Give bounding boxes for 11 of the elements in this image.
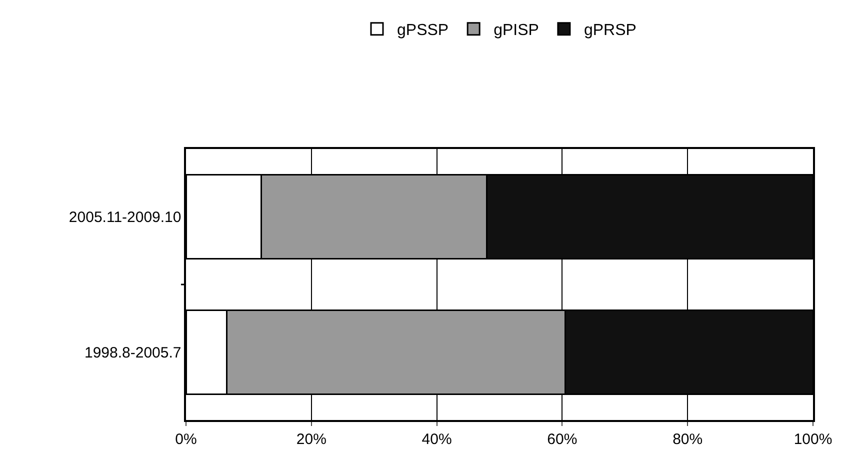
legend-label: gPSSP — [397, 22, 449, 40]
x-tick-label: 100% — [794, 430, 832, 448]
x-tick-label: 40% — [422, 430, 452, 448]
y-tick-label: 2005.11-2009.10 — [68, 209, 182, 226]
x-tick-label: 60% — [547, 430, 578, 448]
legend-label: gPRSP — [584, 22, 636, 40]
x-tick-label: 0% — [175, 430, 197, 448]
x-tick-label: 20% — [296, 430, 326, 448]
y-tick-label: 1998.8-2005.7 — [84, 344, 182, 362]
legend-label: gPISP — [494, 22, 539, 40]
x-tick-label: 80% — [672, 430, 703, 448]
